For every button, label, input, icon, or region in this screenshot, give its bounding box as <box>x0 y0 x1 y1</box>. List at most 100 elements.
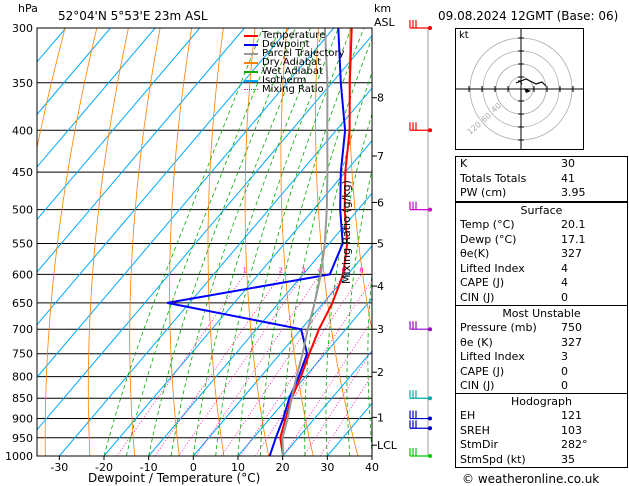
index-value: 282° <box>561 438 588 452</box>
hodograph-panel: kt 40 60 120 <box>455 28 584 150</box>
index-row: CIN (J) 0 <box>456 291 627 306</box>
index-label: Pressure (mb) <box>460 321 537 334</box>
mixing-ratio-line <box>282 319 372 456</box>
wind-barb-dot <box>428 26 432 30</box>
surface-panel: Surface Temp (°C) 20.1 Dewp (°C) 17.1 θe(K) 3… <box>455 202 628 307</box>
wet-adiabat-line <box>192 28 326 456</box>
index-row: StmDir 282° <box>456 438 627 453</box>
pressure-tick-label: 850 <box>12 392 33 405</box>
pressure-tick-label: 700 <box>12 323 33 336</box>
index-row: Dewp (°C) 17.1 <box>456 233 627 248</box>
pressure-tick-label: 500 <box>12 204 33 217</box>
legend-item: Temperature <box>244 31 345 41</box>
mixing-ratio-line <box>116 274 246 456</box>
unstable-title: Most Unstable <box>502 307 581 320</box>
isotherm-line <box>192 245 372 456</box>
legend-item: Wet Adiabat <box>244 67 345 77</box>
legend-swatch <box>244 43 258 46</box>
isotherm-line <box>37 28 290 326</box>
isotherm-line <box>237 297 372 456</box>
mixing-ratio-line <box>154 274 282 456</box>
km-tick-label: 5 <box>377 237 384 250</box>
index-value: 41 <box>561 171 575 185</box>
series-temperature <box>279 28 353 456</box>
pressure-tick-label: 1000 <box>5 450 33 463</box>
isotherm-line <box>58 87 372 456</box>
index-value: 30 <box>561 157 575 170</box>
wet-adiabat-line <box>148 28 296 456</box>
series-dewpoint <box>167 28 347 456</box>
isotherm-line <box>37 28 335 378</box>
index-row: Totals Totals 41 <box>456 172 627 187</box>
index-label: StmDir <box>460 438 499 452</box>
km-tick-label: 8 <box>377 92 384 105</box>
index-label: CIN (J) <box>460 290 495 304</box>
index-label: θe (K) <box>460 335 493 349</box>
index-row: StmSpd (kt) 35 <box>456 453 627 468</box>
mixing-ratio-label: 25 <box>432 266 441 274</box>
wet-adiabat-line <box>282 37 372 456</box>
index-value: 327 <box>561 247 582 261</box>
index-row: CAPE (J) 4 <box>456 276 627 291</box>
pressure-tick-label: 750 <box>12 348 33 361</box>
datetime-title: 09.08.2024 12GMT (Base: 06) <box>438 9 619 23</box>
series-parcel-trajectory <box>281 28 329 456</box>
index-row: θe (K) 327 <box>456 336 627 351</box>
legend-label: Dewpoint <box>262 39 310 50</box>
mixing-ratio-label: 3 <box>301 266 305 274</box>
pressure-tick-label: 950 <box>12 432 33 445</box>
wind-barb-dot <box>428 426 432 431</box>
x-tick-label: 10 <box>231 461 245 474</box>
index-row: EH 121 <box>456 409 627 424</box>
dry-adiabat-line <box>348 28 372 333</box>
wet-adiabat-line <box>325 112 372 456</box>
legend-label: Isotherm <box>262 75 307 86</box>
legend-label: Dry Adiabat <box>262 57 322 68</box>
isotherm-line <box>148 192 372 456</box>
indices-panel: K 30 Totals Totals 41 PW (cm) 3.95 <box>455 156 628 202</box>
dry-adiabat-line <box>129 28 161 456</box>
dry-adiabat-line <box>280 28 314 456</box>
pressure-tick-label: 350 <box>12 77 33 90</box>
index-label: PW (cm) <box>460 186 507 200</box>
index-value: 20.1 <box>561 218 586 231</box>
isotherm-line <box>37 28 111 116</box>
wind-barb-dot <box>428 416 432 421</box>
index-label: Dewp (°C) <box>460 232 517 246</box>
index-value: 4 <box>561 261 568 275</box>
wind-barb-dot <box>428 128 432 133</box>
mixing-ratio-line <box>254 278 372 456</box>
wet-adiabat-line <box>215 28 339 456</box>
chart-legend: Temperature Dewpoint Parcel Trajectory Dry … <box>244 31 345 95</box>
mixing-ratio-label: 2 <box>279 266 283 274</box>
wet-adiabat-line <box>367 269 372 456</box>
mixing-ratio-label: 8 <box>359 266 363 274</box>
pressure-tick-label: 300 <box>12 22 33 35</box>
index-row: Temp (°C) 20.1 <box>456 218 627 233</box>
legend-label: Parcel Trajectory <box>262 48 345 59</box>
wind-barb-dot <box>428 207 432 212</box>
isotherm-line <box>103 139 372 456</box>
isotherm-line <box>37 34 372 431</box>
index-value: 750 <box>561 321 582 334</box>
dry-adiabat-line <box>382 28 448 456</box>
index-label: Lifted Index <box>460 261 525 275</box>
index-row: CIN (J) 0 <box>456 379 627 394</box>
index-row: SREH 103 <box>456 424 627 439</box>
km-tick-label: 1 <box>377 411 384 424</box>
wet-adiabat-line <box>103 28 264 456</box>
legend-item: Isotherm <box>244 75 345 86</box>
index-label: θe(K) <box>460 247 490 261</box>
index-value: 0 <box>561 379 568 393</box>
mixing-ratio-label: 4 <box>317 266 322 274</box>
wet-adiabat-line <box>304 71 372 456</box>
mixing-ratio-line <box>221 274 345 456</box>
isotherm-line <box>37 28 245 273</box>
mixing-ratio-line <box>239 274 362 456</box>
wet-adiabat-line <box>125 28 280 456</box>
km-tick-label: 2 <box>377 366 384 379</box>
legend-swatch <box>244 89 258 90</box>
index-label: CAPE (J) <box>460 276 505 290</box>
isotherm-line <box>37 28 201 221</box>
